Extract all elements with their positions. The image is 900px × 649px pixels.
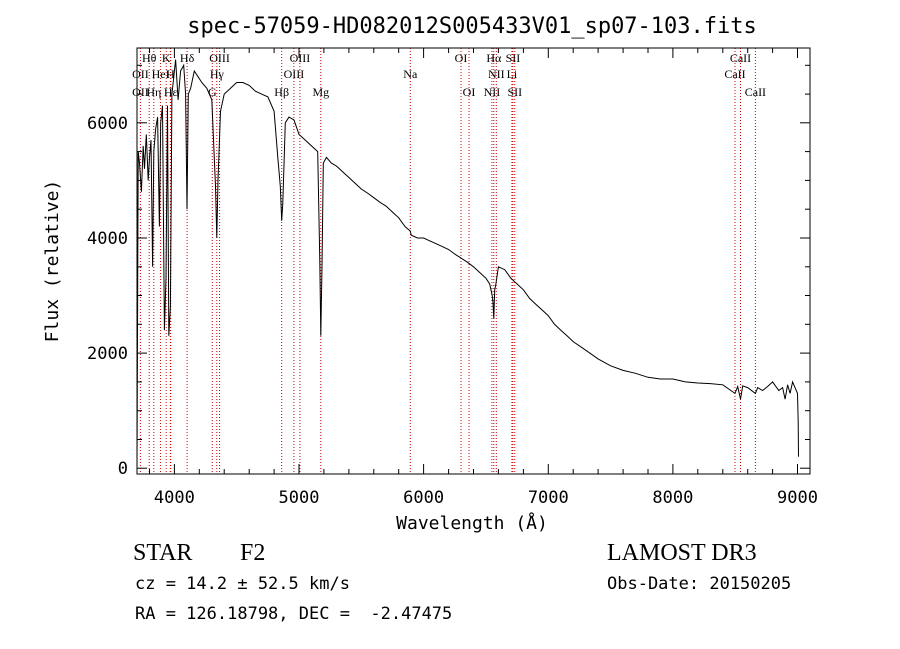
ref-line-label: OI <box>455 51 468 65</box>
y-axis-label: Flux (relative) <box>42 180 63 343</box>
object-class: STAR <box>133 540 192 566</box>
ref-line-label: SII <box>507 85 522 99</box>
ref-line-label: NII <box>484 85 501 99</box>
ref-line-label: OIII <box>290 51 311 65</box>
ref-line-label: Hδ <box>180 51 195 65</box>
ref-line-label: NII <box>488 67 505 81</box>
reference-lines <box>139 48 756 474</box>
ref-line-label: Na <box>403 67 418 81</box>
chart-title: spec-57059-HD082012S005433V01_sp07-103.f… <box>187 14 757 39</box>
x-axis-label: Wavelength (Å) <box>396 512 548 534</box>
survey-name: LAMOST DR3 <box>607 540 757 566</box>
y-tick-label: 0 <box>118 459 128 479</box>
coordinates: RA = 126.18798, DEC = -2.47475 <box>135 604 452 624</box>
x-tick-label: 9000 <box>777 488 818 508</box>
ref-line-label: H <box>166 67 175 81</box>
ref-line-label: G <box>208 85 217 99</box>
ref-line-label: Hε <box>164 85 178 99</box>
ref-line-label: HeI <box>152 67 170 81</box>
obs-date: Obs-Date: 20150205 <box>607 574 791 594</box>
y-tick-label: 2000 <box>87 344 128 364</box>
subclass: F2 <box>240 540 265 566</box>
ref-line-label: SII <box>506 51 521 65</box>
ref-line-label: OII <box>132 67 149 81</box>
ref-line-label: OIII <box>284 67 305 81</box>
x-axis: 4000 5000 6000 7000 8000 9000 <box>149 48 818 508</box>
ref-line-label: Mg <box>312 85 329 99</box>
y-tick-label: 4000 <box>87 229 128 249</box>
x-tick-label: 7000 <box>528 488 569 508</box>
y-tick-label: 6000 <box>87 114 128 134</box>
x-tick-label: 4000 <box>154 488 195 508</box>
y-axis: 0 2000 4000 6000 <box>87 64 810 479</box>
ref-line-label: Hθ <box>142 51 157 65</box>
x-tick-label: 6000 <box>403 488 444 508</box>
spectrum-line <box>136 59 799 469</box>
ref-line-label: OI <box>463 85 476 99</box>
ref-line-label: Li <box>507 67 518 81</box>
ref-line-label: Hβ <box>274 85 289 99</box>
ref-line-label: CaII <box>724 67 745 81</box>
ref-line-label: OIII <box>209 51 230 65</box>
ref-line-label: CaII <box>730 51 751 65</box>
ref-line-label: OII <box>132 85 149 99</box>
ref-line-label: K <box>162 51 171 65</box>
ref-line-label: CaII <box>745 85 766 99</box>
ref-line-label: Hγ <box>210 67 225 81</box>
redshift: cz = 14.2 ± 52.5 km/s <box>135 574 350 594</box>
x-tick-label: 5000 <box>279 488 320 508</box>
ref-line-label: Hα <box>486 51 502 65</box>
ref-line-label: Hη <box>146 85 161 99</box>
plot-frame <box>136 47 811 475</box>
x-tick-label: 8000 <box>652 488 693 508</box>
